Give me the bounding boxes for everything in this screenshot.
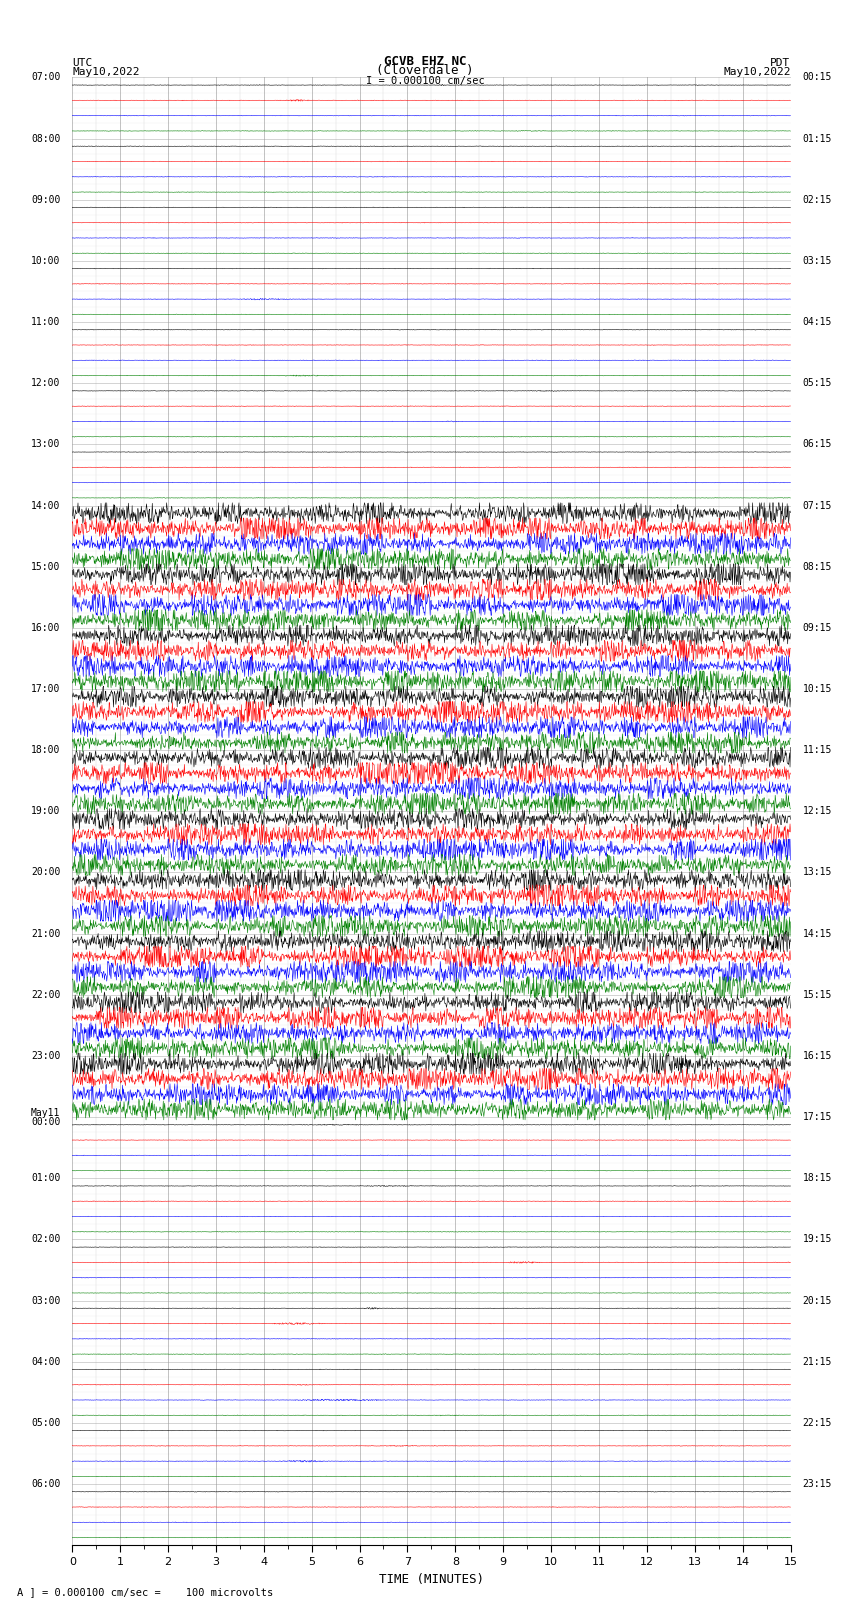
Text: 10:15: 10:15 <box>802 684 832 694</box>
Text: 10:00: 10:00 <box>31 256 60 266</box>
Text: 20:15: 20:15 <box>802 1295 832 1305</box>
Text: A ] = 0.000100 cm/sec =    100 microvolts: A ] = 0.000100 cm/sec = 100 microvolts <box>17 1587 273 1597</box>
Text: 05:00: 05:00 <box>31 1418 60 1428</box>
Text: 19:00: 19:00 <box>31 806 60 816</box>
Text: 21:15: 21:15 <box>802 1357 832 1366</box>
X-axis label: TIME (MINUTES): TIME (MINUTES) <box>379 1573 484 1586</box>
Text: 02:15: 02:15 <box>802 195 832 205</box>
Text: 00:15: 00:15 <box>802 73 832 82</box>
Text: 14:15: 14:15 <box>802 929 832 939</box>
Text: 22:15: 22:15 <box>802 1418 832 1428</box>
Text: 08:00: 08:00 <box>31 134 60 144</box>
Text: GCVB EHZ NC: GCVB EHZ NC <box>383 55 467 68</box>
Text: 01:00: 01:00 <box>31 1173 60 1184</box>
Text: 19:15: 19:15 <box>802 1234 832 1245</box>
Text: 03:00: 03:00 <box>31 1295 60 1305</box>
Text: 16:00: 16:00 <box>31 623 60 632</box>
Text: 18:15: 18:15 <box>802 1173 832 1184</box>
Text: 04:15: 04:15 <box>802 318 832 327</box>
Text: 07:15: 07:15 <box>802 500 832 511</box>
Text: 05:15: 05:15 <box>802 377 832 389</box>
Text: 17:15: 17:15 <box>802 1111 832 1123</box>
Text: PDT: PDT <box>770 58 790 68</box>
Text: 04:00: 04:00 <box>31 1357 60 1366</box>
Text: 15:15: 15:15 <box>802 990 832 1000</box>
Text: 11:00: 11:00 <box>31 318 60 327</box>
Text: 21:00: 21:00 <box>31 929 60 939</box>
Text: 09:00: 09:00 <box>31 195 60 205</box>
Text: 08:15: 08:15 <box>802 561 832 571</box>
Text: 01:15: 01:15 <box>802 134 832 144</box>
Text: 06:00: 06:00 <box>31 1479 60 1489</box>
Text: 13:15: 13:15 <box>802 868 832 877</box>
Text: 13:00: 13:00 <box>31 439 60 450</box>
Text: 12:15: 12:15 <box>802 806 832 816</box>
Text: 09:15: 09:15 <box>802 623 832 632</box>
Text: 14:00: 14:00 <box>31 500 60 511</box>
Text: I = 0.000100 cm/sec: I = 0.000100 cm/sec <box>366 76 484 85</box>
Text: 11:15: 11:15 <box>802 745 832 755</box>
Text: 12:00: 12:00 <box>31 377 60 389</box>
Text: May10,2022: May10,2022 <box>72 68 139 77</box>
Text: 02:00: 02:00 <box>31 1234 60 1245</box>
Text: 06:15: 06:15 <box>802 439 832 450</box>
Text: 23:00: 23:00 <box>31 1052 60 1061</box>
Text: UTC: UTC <box>72 58 93 68</box>
Text: 03:15: 03:15 <box>802 256 832 266</box>
Text: 17:00: 17:00 <box>31 684 60 694</box>
Text: May11
00:00: May11 00:00 <box>31 1108 60 1127</box>
Text: 18:00: 18:00 <box>31 745 60 755</box>
Text: May10,2022: May10,2022 <box>723 68 791 77</box>
Text: (Cloverdale ): (Cloverdale ) <box>377 65 473 77</box>
Text: 16:15: 16:15 <box>802 1052 832 1061</box>
Text: 20:00: 20:00 <box>31 868 60 877</box>
Text: 15:00: 15:00 <box>31 561 60 571</box>
Text: 23:15: 23:15 <box>802 1479 832 1489</box>
Text: 22:00: 22:00 <box>31 990 60 1000</box>
Text: 07:00: 07:00 <box>31 73 60 82</box>
